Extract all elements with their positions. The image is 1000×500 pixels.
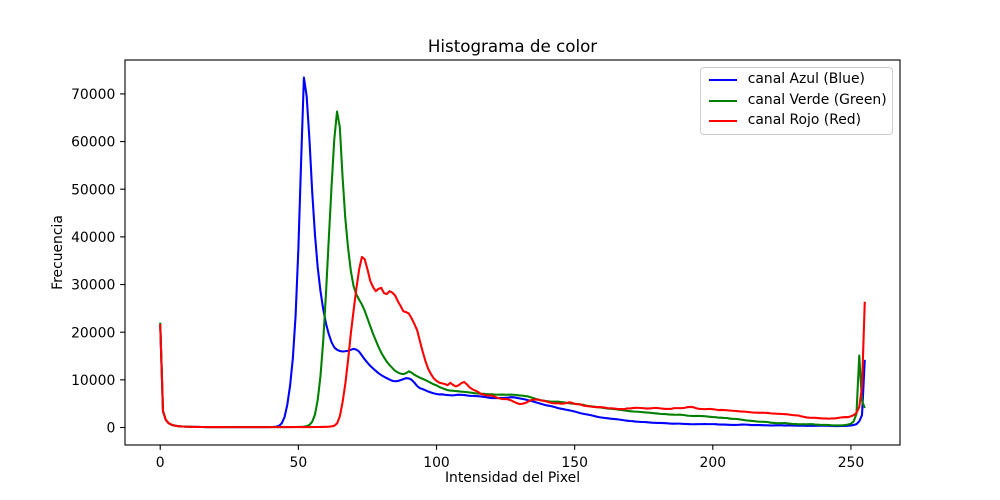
x-tick-label: 50: [290, 455, 308, 471]
legend-label-blue: canal Azul (Blue): [747, 70, 865, 87]
legend-line-red-icon: [708, 120, 737, 123]
y-tick-label: 30000: [71, 278, 115, 294]
series-line-1: [159, 110, 866, 429]
x-tick-label: 250: [838, 455, 865, 471]
chart-title: Histograma de color: [427, 35, 598, 56]
legend-item-blue: canal Azul (Blue): [707, 70, 887, 87]
y-tick-label: 60000: [71, 135, 115, 151]
legend-label-green: canal Verde (Green): [747, 91, 887, 108]
y-tick-label: 0: [106, 421, 115, 437]
y-tick-label: 50000: [71, 182, 115, 198]
legend-item-red: canal Rojo (Red): [707, 114, 887, 128]
y-tick-label: 10000: [71, 373, 115, 389]
y-tick-label: 20000: [71, 325, 115, 341]
x-axis-label: Intensidad del Pixel: [444, 469, 581, 486]
legend-item-green: canal Verde (Green): [707, 91, 887, 108]
y-tick-label: 70000: [71, 87, 115, 103]
series-line-2: [159, 255, 866, 429]
y-tick-label: 40000: [71, 230, 115, 246]
x-tick-label: 200: [700, 455, 727, 471]
x-tick-label: 0: [156, 455, 165, 471]
legend-line-blue-icon: [708, 78, 737, 81]
x-tick-label: 150: [561, 455, 588, 471]
x-tick-label: 100: [423, 455, 450, 471]
legend-label-red: canal Rojo (Red): [747, 112, 862, 129]
legend-line-green-icon: [708, 99, 737, 102]
legend: canal Azul (Blue) canal Verde (Green) ca…: [700, 66, 894, 135]
axes-spines: [124, 59, 901, 446]
y-axis-label: Frecuencia: [50, 215, 66, 290]
